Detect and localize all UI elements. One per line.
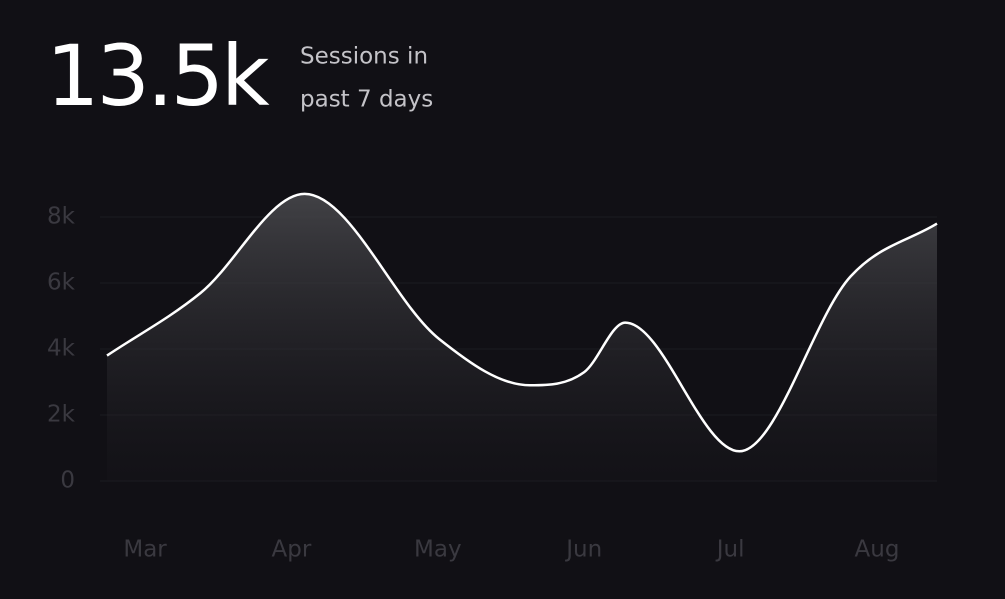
line [106, 192, 938, 453]
x-tick-label: Jul [715, 537, 745, 563]
x-tick-label: Aug [855, 537, 900, 563]
kpi-label: Sessions in [300, 44, 428, 70]
y-tick-label: 8k [47, 204, 76, 230]
x-tick-label: Apr [272, 537, 312, 563]
kpi-label: past 7 days [300, 87, 433, 113]
area-fill [107, 193, 937, 481]
y-tick-label: 0 [60, 468, 75, 494]
x-tick-label: Mar [123, 537, 167, 563]
kpi-value: 13.5k [46, 27, 270, 125]
y-tick-label: 4k [47, 336, 76, 362]
x-tick-label: Jun [564, 537, 602, 563]
y-tick-label: 6k [47, 270, 76, 296]
y-tick-label: 2k [47, 402, 76, 428]
x-tick-label: May [414, 537, 462, 563]
